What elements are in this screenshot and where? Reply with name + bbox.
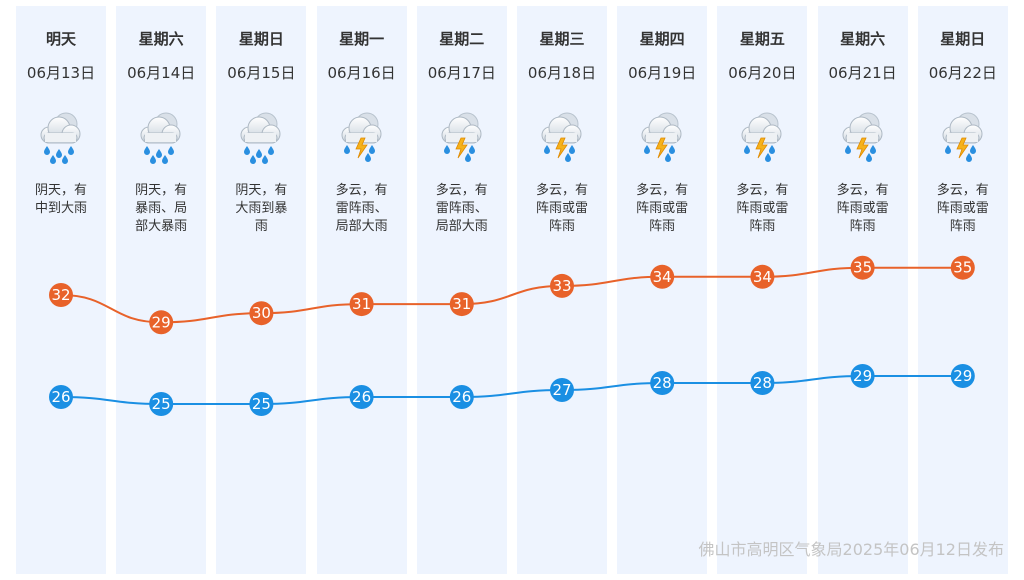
forecast-day: 星期六 06月14日阴天，有暴雨、局部大暴雨 — [116, 6, 207, 574]
day-name: 星期三 — [539, 30, 585, 48]
weather-description: 多云，有阵雨或雷阵雨 — [736, 183, 789, 234]
low-temperature-label: 29 — [853, 367, 872, 385]
forecast-day: 明天 06月13日阴天，有中到大雨 — [16, 6, 106, 574]
low-temperature-point: 28 — [650, 371, 675, 395]
high-temperature-label: 30 — [252, 304, 271, 322]
high-temperature-point: 31 — [449, 292, 474, 317]
low-temperature-label: 27 — [552, 381, 571, 399]
low-temperature-label: 26 — [452, 388, 471, 406]
high-temperature-label: 33 — [552, 277, 571, 295]
thunder-shower-icon — [938, 108, 988, 166]
day-date: 06月18日 — [527, 64, 597, 82]
thunder-shower-icon — [537, 108, 587, 166]
low-temperature-point: 29 — [950, 364, 975, 388]
high-temperature-point: 34 — [750, 264, 775, 289]
issuer-footer: 佛山市高明区气象局2025年06月12日发布 — [698, 540, 1004, 559]
high-temperature-label: 31 — [452, 295, 471, 313]
thunder-shower-icon — [637, 108, 687, 166]
day-date: 06月21日 — [828, 64, 897, 82]
low-temperature-label: 25 — [252, 395, 271, 413]
high-temperature-label: 34 — [753, 268, 772, 286]
weather-description: 多云，有雷阵雨、局部大雨 — [435, 183, 488, 234]
high-temperature-point: 35 — [950, 255, 975, 280]
forecast-day: 星期二 06月17日多云，有雷阵雨、局部大雨 — [416, 6, 507, 574]
day-date: 06月17日 — [427, 64, 496, 82]
high-temperature-label: 35 — [953, 259, 972, 277]
weather-description: 多云，有阵雨或雷阵雨 — [836, 183, 889, 234]
forecast-day: 星期日 06月15日阴天，有大雨到暴雨 — [216, 6, 307, 574]
weather-description: 多云，有阵雨或雷阵雨 — [936, 183, 989, 234]
day-date: 06月22日 — [928, 64, 997, 82]
day-date: 06月19日 — [628, 64, 697, 82]
forecast-day: 星期四 06月19日多云，有阵雨或雷阵雨 — [617, 6, 708, 574]
low-temperature-point: 26 — [49, 385, 73, 409]
low-temperature-point: 25 — [249, 392, 274, 416]
thunder-shower-icon — [337, 108, 387, 166]
forecast-day: 星期五 06月20日多云，有阵雨或雷阵雨 — [717, 6, 808, 574]
high-temperature-line — [60, 266, 963, 324]
day-date: 06月15日 — [227, 64, 296, 82]
low-temperature-label: 26 — [51, 388, 70, 406]
weather-description: 阴天，有中到大雨 — [34, 183, 87, 216]
low-temperature-label: 28 — [753, 374, 772, 392]
thunder-shower-icon — [838, 108, 888, 166]
day-date: 06月20日 — [728, 64, 797, 82]
high-temperature-label: 32 — [51, 286, 70, 304]
high-temperature-point: 32 — [49, 283, 73, 307]
day-date: 06月16日 — [327, 64, 396, 82]
low-temperature-label: 28 — [653, 374, 672, 392]
high-temperature-label: 34 — [653, 268, 672, 286]
high-temperature-label: 29 — [152, 313, 171, 331]
low-temperature-point: 25 — [149, 392, 174, 416]
cloudy-rain-icon — [236, 108, 286, 166]
forecast-day: 星期六 06月21日多云，有阵雨或雷阵雨 — [817, 6, 908, 574]
day-name: 星期六 — [840, 30, 886, 48]
low-temperature-point: 27 — [550, 378, 574, 402]
cloudy-rain-icon — [136, 108, 186, 166]
day-name: 明天 — [45, 30, 76, 48]
high-temperature-label: 31 — [352, 295, 371, 313]
forecast-day: 星期日 06月22日多云，有阵雨或雷阵雨 — [917, 6, 1008, 574]
high-temperature-point: 29 — [149, 310, 174, 335]
thunder-shower-icon — [737, 108, 787, 166]
low-temperature-point: 26 — [449, 385, 474, 409]
low-temperature-point: 28 — [750, 371, 775, 395]
day-name: 星期一 — [339, 30, 385, 48]
high-temperature-point: 34 — [650, 264, 675, 289]
weather-description: 多云，有阵雨或雷阵雨 — [636, 183, 689, 234]
day-name: 星期五 — [739, 30, 785, 48]
low-temperature-point: 26 — [349, 385, 374, 409]
day-name: 星期日 — [238, 30, 284, 48]
low-temperature-label: 29 — [953, 367, 972, 385]
day-name: 星期二 — [439, 30, 485, 48]
low-temperature-point: 29 — [850, 364, 875, 388]
high-temperature-point: 30 — [249, 301, 274, 326]
day-name: 星期六 — [138, 30, 184, 48]
weather-description: 阴天，有暴雨、局部大暴雨 — [135, 183, 188, 234]
high-temperature-point: 31 — [349, 292, 374, 317]
low-temperature-line — [60, 374, 963, 405]
day-name: 星期日 — [940, 30, 986, 48]
day-date: 06月14日 — [127, 64, 196, 82]
high-temperature-label: 35 — [853, 259, 872, 277]
forecast-day: 星期一 06月16日多云，有雷阵雨、局部大雨 — [316, 6, 407, 574]
thunder-shower-icon — [437, 108, 487, 166]
low-temperature-label: 26 — [352, 388, 371, 406]
day-name: 星期四 — [639, 30, 685, 48]
weather-description: 多云，有阵雨或雷阵雨 — [535, 183, 588, 234]
day-date: 06月13日 — [26, 64, 96, 82]
weather-description: 多云，有雷阵雨、局部大雨 — [335, 183, 388, 234]
weather-description: 阴天，有大雨到暴雨 — [235, 183, 288, 234]
high-temperature-point: 35 — [850, 255, 875, 280]
high-temperature-point: 33 — [550, 273, 574, 298]
low-temperature-label: 25 — [152, 395, 171, 413]
cloudy-rain-icon — [36, 108, 86, 166]
